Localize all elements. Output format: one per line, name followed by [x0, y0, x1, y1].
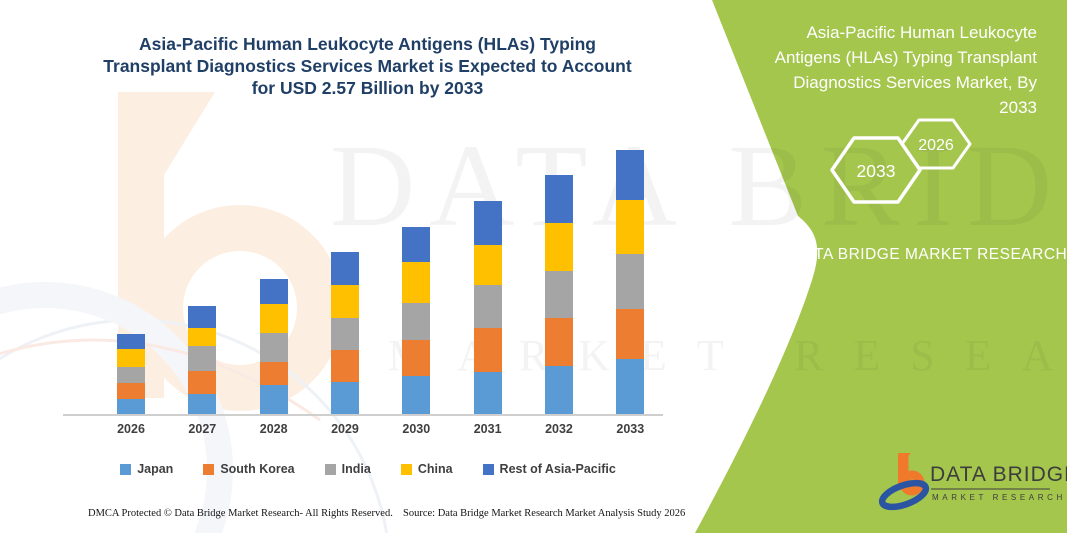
- logo-subtitle: MARKET RESEARCH: [932, 493, 1066, 502]
- bar-2033: [616, 150, 645, 414]
- legend-swatch: [324, 463, 336, 475]
- title-line-1: Asia-Pacific Human Leukocyte Antigens (H…: [138, 34, 597, 54]
- bar-segment-rest-of-asia-pacific: [544, 174, 573, 223]
- bar-2032: [544, 174, 573, 414]
- bar-segment-china: [616, 200, 645, 254]
- side-title-line-1: Asia-Pacific Human Leukocyte: [806, 23, 1037, 42]
- legend-swatch: [400, 463, 412, 475]
- bar-segment-china: [330, 284, 359, 318]
- stacked-bar-chart: 2026 2027 2028 2029 2030 2031 2032 2033: [63, 120, 663, 450]
- hexagon-2033: 2033: [830, 136, 922, 204]
- bar-segment-japan: [117, 398, 145, 414]
- bar-segment-rest-of-asia-pacific: [330, 251, 359, 285]
- side-title-line-2: Antigens (HLAs) Typing Transplant: [774, 48, 1037, 67]
- bar-segment-china: [544, 222, 573, 272]
- bar-2031: [473, 201, 502, 414]
- bar-segment-india: [402, 303, 431, 340]
- bar-segment-rest-of-asia-pacific: [402, 227, 431, 262]
- bar-segment-japan: [188, 393, 217, 414]
- bar-segment-japan: [259, 385, 288, 414]
- bar-segment-china: [188, 327, 217, 347]
- x-axis-label: 2030: [402, 422, 431, 436]
- side-title-line-4: 2033: [999, 98, 1037, 117]
- side-title-line-3: Diagnostics Services Market, By: [793, 73, 1037, 92]
- bar-segment-south-korea: [616, 309, 645, 359]
- legend-swatch: [203, 463, 215, 475]
- logo-b-icon: [878, 453, 930, 511]
- bar-segment-south-korea: [117, 383, 145, 399]
- x-axis-label: 2027: [188, 422, 217, 436]
- bar-segment-japan: [544, 365, 573, 414]
- logo-title: DATA BRIDGE: [930, 463, 1067, 486]
- x-axis-label: 2031: [473, 422, 502, 436]
- side-panel-title: Asia-Pacific Human Leukocyte Antigens (H…: [707, 20, 1037, 120]
- bar-segment-rest-of-asia-pacific: [117, 333, 145, 350]
- bar-2026: [117, 333, 145, 414]
- legend-item: India: [324, 462, 371, 476]
- legend-label: Rest of Asia-Pacific: [499, 462, 616, 476]
- legend-item: China: [400, 462, 453, 476]
- bar-2030: [402, 227, 431, 414]
- bar-segment-south-korea: [473, 327, 502, 372]
- bar-segment-south-korea: [402, 340, 431, 376]
- bar-segment-india: [259, 332, 288, 362]
- legend-swatch: [120, 463, 132, 475]
- bar-segment-japan: [473, 371, 502, 414]
- legend-label: South Korea: [220, 462, 295, 476]
- bar-segment-india: [188, 346, 217, 371]
- legend-label: Japan: [137, 462, 174, 476]
- bar-2029: [330, 251, 359, 414]
- legend-swatch: [482, 463, 494, 475]
- bar-segment-japan: [402, 376, 431, 414]
- legend-item: South Korea: [203, 462, 295, 476]
- legend-label: India: [341, 462, 371, 476]
- bar-2027: [188, 306, 217, 414]
- title-line-3: for USD 2.57 Billion by 2033: [251, 78, 484, 98]
- bar-segment-india: [616, 253, 645, 310]
- bar-segment-india: [473, 284, 502, 328]
- bar-segment-south-korea: [259, 361, 288, 386]
- data-bridge-logo: DATA BRIDGE MARKET RESEARCH: [878, 453, 1067, 511]
- bar-segment-china: [117, 349, 145, 367]
- hexagon-2033-label: 2033: [857, 161, 896, 181]
- bar-segment-china: [259, 304, 288, 333]
- bar-segment-rest-of-asia-pacific: [616, 150, 645, 201]
- year-hexagons: 2026 2033: [830, 118, 972, 204]
- bar-segment-south-korea: [544, 318, 573, 366]
- bar-segment-india: [330, 317, 359, 351]
- bar-segment-rest-of-asia-pacific: [259, 279, 288, 305]
- plot-area: [63, 120, 663, 416]
- title-line-2: Transplant Diagnostics Services Market i…: [103, 56, 632, 76]
- legend-item: Japan: [120, 462, 173, 476]
- hexagon-2026-label: 2026: [918, 137, 954, 154]
- bar-segment-rest-of-asia-pacific: [473, 201, 502, 245]
- bar-segment-south-korea: [188, 370, 217, 394]
- x-axis-label: 2033: [616, 422, 645, 436]
- legend-item: Rest of Asia-Pacific: [482, 462, 616, 476]
- legend: Japan South Korea India China Rest of Asia-P…: [63, 462, 673, 476]
- bar-segment-rest-of-asia-pacific: [188, 306, 217, 328]
- bar-segment-india: [117, 366, 145, 384]
- bar-segment-india: [544, 271, 573, 319]
- source-note: Source: Data Bridge Market Research Mark…: [403, 508, 686, 519]
- dmca-notice: DMCA Protected © Data Bridge Market Rese…: [88, 508, 393, 519]
- brand-text: DATA BRIDGE MARKET RESEARCH: [792, 246, 1067, 263]
- legend-label: China: [417, 462, 453, 476]
- page-title: Asia-Pacific Human Leukocyte Antigens (H…: [95, 33, 640, 99]
- x-axis-label: 2026: [117, 422, 145, 436]
- bar-2028: [259, 279, 288, 414]
- x-axis-label: 2028: [259, 422, 288, 436]
- bar-segment-south-korea: [330, 350, 359, 383]
- bar-segment-china: [402, 261, 431, 303]
- bar-segment-china: [473, 244, 502, 285]
- x-axis-label: 2029: [331, 422, 359, 436]
- bar-segment-japan: [330, 382, 359, 414]
- x-axis-label: 2032: [545, 422, 573, 436]
- bar-segment-japan: [616, 358, 645, 414]
